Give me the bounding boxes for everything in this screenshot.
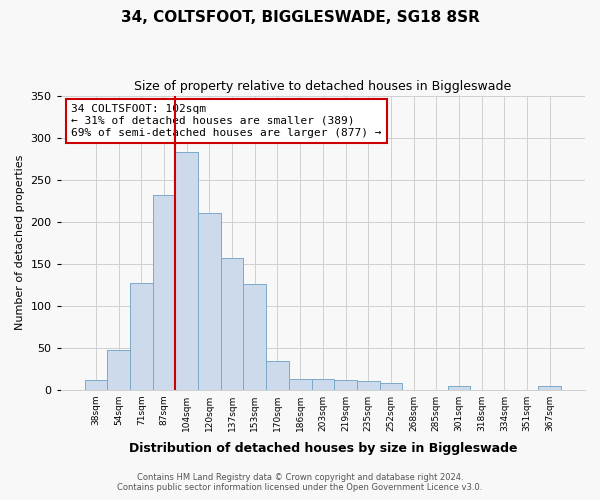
Bar xyxy=(448,386,470,390)
Bar xyxy=(85,380,107,390)
Bar xyxy=(334,380,357,390)
Bar xyxy=(107,350,130,390)
X-axis label: Distribution of detached houses by size in Biggleswade: Distribution of detached houses by size … xyxy=(128,442,517,455)
Bar xyxy=(266,361,289,390)
Bar xyxy=(130,283,152,390)
Bar xyxy=(198,213,221,390)
Bar xyxy=(538,386,561,390)
Title: Size of property relative to detached houses in Biggleswade: Size of property relative to detached ho… xyxy=(134,80,511,93)
Y-axis label: Number of detached properties: Number of detached properties xyxy=(15,155,25,330)
Bar xyxy=(289,378,311,390)
Text: 34, COLTSFOOT, BIGGLESWADE, SG18 8SR: 34, COLTSFOOT, BIGGLESWADE, SG18 8SR xyxy=(121,10,479,25)
Bar xyxy=(152,194,175,390)
Bar xyxy=(221,258,244,390)
Text: Contains HM Land Registry data © Crown copyright and database right 2024.
Contai: Contains HM Land Registry data © Crown c… xyxy=(118,473,482,492)
Bar xyxy=(311,378,334,390)
Bar xyxy=(380,383,402,390)
Text: 34 COLTSFOOT: 102sqm
← 31% of detached houses are smaller (389)
69% of semi-deta: 34 COLTSFOOT: 102sqm ← 31% of detached h… xyxy=(71,104,382,138)
Bar xyxy=(357,381,380,390)
Bar xyxy=(175,152,198,390)
Bar xyxy=(244,284,266,390)
